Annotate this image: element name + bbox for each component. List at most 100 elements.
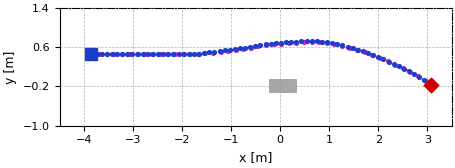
Point	[333, 43, 340, 45]
Point	[354, 48, 361, 51]
Point	[239, 48, 247, 50]
Point	[415, 75, 422, 78]
Point	[108, 53, 115, 55]
Point	[156, 53, 163, 55]
Point	[421, 80, 428, 82]
Point	[236, 47, 243, 50]
Point	[391, 63, 398, 66]
Point	[231, 48, 238, 50]
Point	[427, 84, 434, 87]
Point	[292, 41, 299, 44]
Point	[353, 49, 360, 51]
Point	[302, 40, 309, 42]
Point	[254, 45, 262, 48]
Point	[247, 46, 254, 49]
Point	[200, 52, 207, 54]
Point	[149, 53, 156, 55]
Point	[410, 72, 417, 75]
Point	[267, 43, 274, 45]
Point	[118, 53, 126, 55]
Point	[195, 52, 202, 55]
Point	[205, 51, 212, 54]
Point	[88, 53, 95, 55]
Point	[185, 53, 192, 55]
Point	[338, 45, 345, 47]
Point	[394, 65, 402, 68]
Point	[282, 41, 289, 44]
Point	[133, 53, 140, 55]
Point	[163, 53, 171, 56]
Point	[128, 53, 136, 55]
Point	[383, 60, 390, 62]
Point	[148, 53, 156, 55]
Point	[113, 53, 121, 55]
Point	[154, 53, 162, 55]
Point	[404, 70, 412, 72]
Point	[398, 67, 405, 69]
Point	[323, 41, 330, 44]
Point	[272, 42, 279, 45]
Point	[144, 53, 151, 55]
Point	[126, 53, 133, 55]
Point	[164, 53, 172, 56]
Point	[190, 52, 197, 55]
Point	[292, 40, 299, 43]
Point	[318, 40, 325, 43]
Point	[425, 83, 432, 86]
Point	[359, 50, 366, 53]
Point	[375, 56, 383, 59]
Point	[210, 50, 217, 53]
Point	[171, 53, 178, 56]
Point	[323, 42, 330, 44]
Point	[328, 41, 335, 44]
Point	[297, 40, 304, 43]
Point	[141, 53, 148, 55]
Point	[374, 56, 381, 58]
Point	[178, 53, 186, 55]
Point	[287, 41, 294, 43]
Point	[384, 60, 391, 63]
Point	[215, 50, 222, 52]
Point	[251, 45, 258, 47]
Y-axis label: y [m]: y [m]	[4, 50, 17, 83]
Point	[159, 53, 167, 55]
Point	[313, 40, 320, 43]
Point	[300, 41, 307, 44]
Point	[345, 47, 353, 50]
Point	[134, 53, 141, 55]
Point	[241, 46, 248, 49]
Point	[103, 53, 110, 55]
Point	[277, 41, 284, 44]
Point	[88, 53, 95, 55]
Point	[232, 49, 239, 51]
Point	[93, 53, 100, 55]
Point	[269, 43, 277, 46]
Point	[186, 53, 193, 55]
Point	[139, 53, 146, 55]
Point	[201, 52, 208, 55]
Point	[221, 49, 228, 52]
Point	[360, 51, 368, 53]
Point	[406, 70, 413, 73]
Point	[175, 53, 182, 55]
Point	[256, 44, 263, 47]
Point	[98, 53, 105, 55]
Point	[369, 54, 376, 56]
Point	[246, 45, 253, 48]
Point	[379, 58, 386, 60]
Point	[308, 40, 315, 42]
Point	[389, 63, 396, 65]
Point	[88, 53, 95, 55]
Point	[307, 41, 314, 43]
Point	[118, 53, 125, 55]
Point	[348, 47, 355, 49]
Point	[209, 52, 216, 54]
Point	[95, 53, 102, 55]
Point	[262, 44, 269, 47]
X-axis label: x [m]: x [m]	[238, 151, 272, 164]
Point	[169, 53, 177, 56]
Point	[123, 53, 131, 55]
Point	[315, 41, 322, 44]
Point	[343, 45, 350, 48]
Point	[261, 43, 268, 46]
